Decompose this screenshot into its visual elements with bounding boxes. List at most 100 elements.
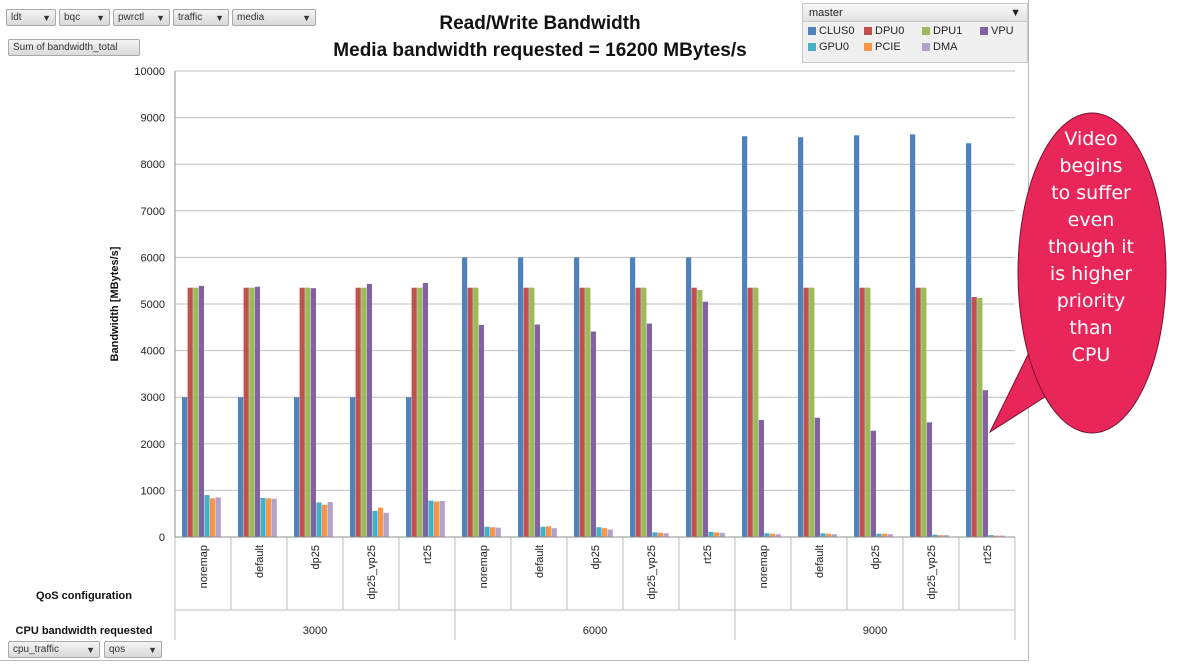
legend-label: PCIE: [875, 41, 901, 53]
bar-dpu1: [809, 287, 815, 537]
legend-field-label: master: [809, 6, 843, 19]
x-tick-label: noremap: [758, 545, 770, 588]
bar-dpu1: [361, 287, 367, 537]
values-field-button[interactable]: Sum of bandwidth_total: [8, 39, 140, 56]
bar-gpu0: [316, 502, 322, 537]
bar-dpu0: [971, 297, 977, 537]
bar-vpu: [590, 331, 596, 537]
bar-gpu0: [204, 495, 210, 537]
bar-pcie: [378, 507, 384, 537]
x-tick-label: dp25: [590, 545, 602, 569]
chart-title: Read/Write Bandwidth: [439, 13, 641, 34]
bar-dpu1: [865, 287, 871, 537]
group-label: 3000: [303, 625, 327, 637]
filter-button-bqc[interactable]: bqc ▼: [59, 9, 110, 26]
bar-pcie: [490, 527, 496, 537]
row-field-button-cpu_traffic[interactable]: cpu_traffic ▼: [8, 641, 100, 658]
bar-dpu1: [193, 287, 199, 537]
bar-gpu0: [260, 497, 266, 537]
callout-line: even: [1067, 209, 1115, 231]
values-field-label: Sum of bandwidth_total: [13, 42, 118, 53]
y-tick-label: 5000: [141, 299, 165, 311]
bar-dma: [327, 502, 333, 537]
filter-dropdown-icon[interactable]: ▼: [148, 644, 157, 655]
filter-label: media: [237, 12, 265, 23]
filter-button-media[interactable]: media ▼: [232, 9, 316, 26]
bar-gpu0: [540, 526, 546, 537]
filter-dropdown-icon[interactable]: ▼: [42, 12, 51, 23]
bar-vpu: [310, 288, 316, 537]
legend-swatch: [922, 27, 930, 35]
bar-clus0: [462, 257, 468, 537]
legend-swatch: [980, 27, 988, 35]
filter-button-ldt[interactable]: ldt ▼: [6, 9, 56, 26]
bar-clus0: [854, 135, 860, 537]
bar-dpu0: [691, 287, 697, 537]
callout-shape: [988, 112, 1167, 434]
x-tick-label: dp25: [310, 545, 322, 569]
legend-item-pcie: PCIE: [864, 41, 922, 53]
bar-dma: [663, 533, 669, 537]
legend-header[interactable]: master ▼: [803, 4, 1027, 22]
bar-vpu: [926, 422, 932, 537]
legend-label: VPU: [991, 25, 1014, 37]
bar-dma: [271, 498, 277, 537]
bar-dpu0: [579, 287, 585, 537]
y-tick-label: 0: [159, 532, 165, 544]
axes: [174, 71, 1016, 640]
filter-dropdown-icon[interactable]: ▼: [1010, 6, 1021, 19]
bar-clus0: [238, 397, 244, 537]
x-tick-label: dp25_vp25: [646, 545, 658, 599]
chart-title-block: Read/Write Bandwidth Media bandwidth req…: [250, 10, 830, 64]
legend-item-dma: DMA: [922, 41, 980, 53]
bar-dpu1: [753, 287, 759, 537]
legend-swatch: [808, 27, 816, 35]
y-tick-label: 3000: [141, 392, 165, 404]
filter-dropdown-icon[interactable]: ▼: [156, 12, 165, 23]
bar-pcie: [994, 535, 1000, 537]
y-tick-label: 8000: [141, 159, 165, 171]
bar-gpu0: [708, 531, 714, 537]
bar-dpu0: [803, 287, 809, 537]
bar-dma: [215, 497, 221, 537]
bar-vpu: [646, 323, 652, 537]
bar-dma: [383, 512, 389, 537]
bar-pcie: [714, 532, 720, 537]
bar-clus0: [910, 134, 916, 537]
group-label: 9000: [863, 625, 887, 637]
bar-gpu0: [484, 526, 490, 537]
bar-dpu0: [747, 287, 753, 537]
bar-dpu1: [529, 287, 535, 537]
bar-dpu1: [417, 287, 423, 537]
filter-button-pwrctl[interactable]: pwrctl ▼: [113, 9, 170, 26]
bar-gpu0: [764, 533, 770, 537]
legend-item-vpu: VPU: [980, 25, 1028, 37]
bar-gpu0: [876, 533, 882, 537]
bar-dpu1: [921, 287, 927, 537]
y-axis-title: Bandwidth [MBytes/s]: [109, 246, 121, 361]
bar-clus0: [406, 397, 412, 537]
bar-gpu0: [652, 532, 658, 537]
callout-line: priority: [1056, 290, 1126, 312]
bar-gpu0: [596, 527, 602, 537]
legend-swatch: [864, 27, 872, 35]
x-axis-outer-title: CPU bandwidth requested: [16, 625, 153, 637]
filter-dropdown-icon[interactable]: ▼: [302, 12, 311, 23]
filter-dropdown-icon[interactable]: ▼: [215, 12, 224, 23]
row-field-label: qos: [109, 644, 126, 655]
callout-bubble: [1017, 112, 1167, 434]
y-tick-label: 2000: [141, 439, 165, 451]
filter-dropdown-icon[interactable]: ▼: [86, 644, 95, 655]
legend-swatch: [864, 43, 872, 51]
bar-vpu: [366, 283, 372, 537]
bar-dma: [551, 528, 557, 537]
bar-clus0: [294, 397, 300, 537]
bar-gpu0: [932, 534, 938, 537]
filter-button-traffic[interactable]: traffic ▼: [173, 9, 229, 26]
bar-clus0: [966, 143, 972, 538]
y-tick-label: 9000: [141, 113, 165, 125]
filter-dropdown-icon[interactable]: ▼: [96, 12, 105, 23]
row-field-button-qos[interactable]: qos ▼: [104, 641, 162, 658]
callout-line: to suffer: [1051, 182, 1131, 204]
bar-vpu: [814, 417, 820, 537]
